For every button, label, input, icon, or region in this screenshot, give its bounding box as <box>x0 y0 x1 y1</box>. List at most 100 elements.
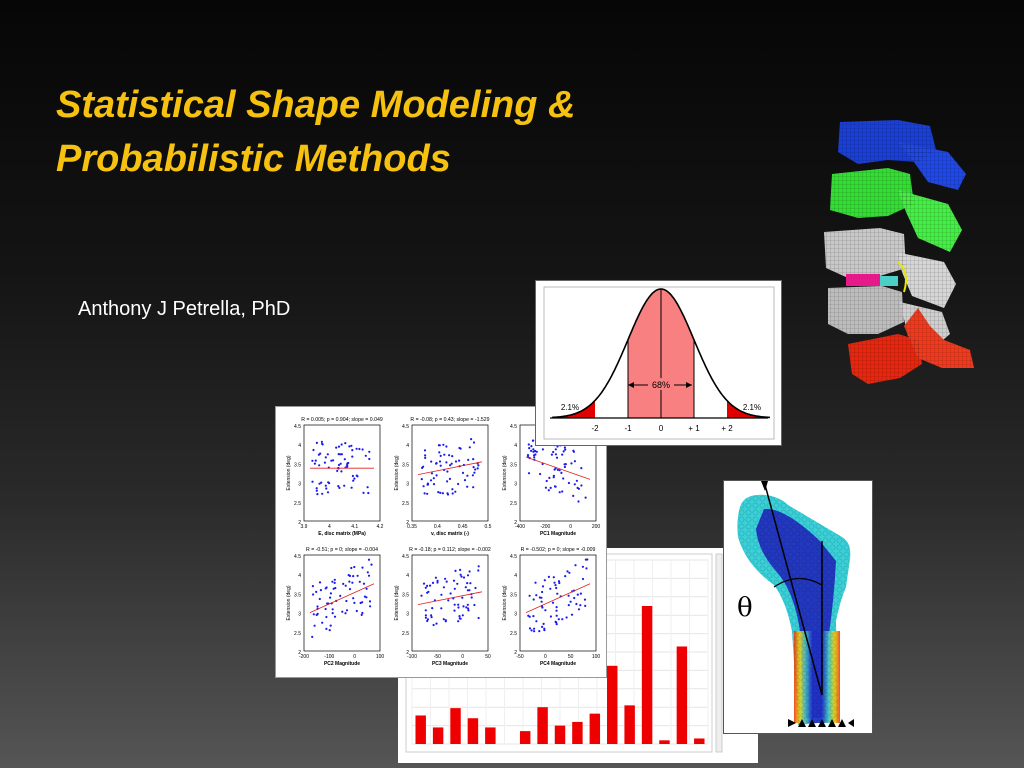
svg-text:2.5: 2.5 <box>402 631 409 637</box>
svg-text:0.5: 0.5 <box>485 524 492 530</box>
bar-7 <box>537 707 548 744</box>
svg-text:0: 0 <box>461 654 464 660</box>
svg-text:3.5: 3.5 <box>402 462 409 468</box>
scatter-stats-label: R = -0.502; p = 0; slope = -0.009 <box>521 547 596 553</box>
scatter-panel-4: R = -0.51; p = 0; slope = -0.004 4.5 4 3.5 3… <box>286 547 384 667</box>
svg-text:4: 4 <box>328 524 331 530</box>
svg-text:4: 4 <box>298 573 301 579</box>
bar-4 <box>485 727 496 744</box>
svg-text:2: 2 <box>298 520 301 526</box>
svg-text:3: 3 <box>298 482 301 488</box>
title-line-1: Statistical Shape Modeling & <box>56 84 576 126</box>
bar-1 <box>432 727 444 744</box>
svg-text:2: 2 <box>406 520 409 526</box>
svg-text:2.5: 2.5 <box>510 631 517 637</box>
bar-11 <box>607 665 618 744</box>
svg-text:2.5: 2.5 <box>294 501 301 507</box>
svg-text:4: 4 <box>514 443 517 449</box>
scatter-ylabel: Extension (deg) <box>394 455 400 490</box>
svg-text:-50: -50 <box>434 654 441 660</box>
svg-text:100: 100 <box>592 654 601 660</box>
svg-text:3.5: 3.5 <box>294 462 301 468</box>
svg-text:0.4: 0.4 <box>434 524 441 530</box>
svg-text:-400: -400 <box>515 524 525 530</box>
scatter-ylabel: Extension (deg) <box>286 455 292 490</box>
svg-text:2.5: 2.5 <box>510 501 517 507</box>
scatter-xlabel: PC2 Magnitude <box>324 661 360 667</box>
svg-text:3: 3 <box>514 482 517 488</box>
scatter-ylabel: Extension (deg) <box>502 585 508 620</box>
svg-text:3.5: 3.5 <box>510 462 517 468</box>
bell-tick-label: + 1 <box>688 424 700 433</box>
svg-text:4.2: 4.2 <box>377 524 384 530</box>
svg-text:0: 0 <box>569 524 572 530</box>
svg-text:-50: -50 <box>516 654 523 660</box>
svg-text:2.5: 2.5 <box>294 631 301 637</box>
svg-text:-200: -200 <box>540 524 550 530</box>
svg-text:4.5: 4.5 <box>402 554 409 560</box>
title-line-2: Probabilistic Methods <box>56 138 451 180</box>
scatter-ylabel: Extension (deg) <box>394 585 400 620</box>
svg-text:4: 4 <box>514 573 517 579</box>
svg-text:4.1: 4.1 <box>351 524 358 530</box>
vertebra-grey <box>824 228 956 308</box>
svg-text:200: 200 <box>592 524 601 530</box>
svg-text:3: 3 <box>514 612 517 618</box>
scatter-matrix-figure: R = 0.005; p = 0.904; slope = 0.049 4.5 4 3… <box>275 406 607 678</box>
svg-text:0.35: 0.35 <box>407 524 417 530</box>
svg-text:3.9: 3.9 <box>301 524 308 530</box>
bar-2 <box>450 708 461 744</box>
svg-text:3: 3 <box>406 612 409 618</box>
svg-text:4.5: 4.5 <box>510 424 517 430</box>
scatter-xlabel: PC1 Magnitude <box>540 531 576 537</box>
femur-model-figure <box>723 480 873 734</box>
scatter-ylabel: Extension (deg) <box>502 455 508 490</box>
scatter-stats-label: R = 0.005; p = 0.904; slope = 0.049 <box>301 417 383 423</box>
bar-9 <box>572 721 583 744</box>
svg-text:2.5: 2.5 <box>402 501 409 507</box>
svg-text:-200: -200 <box>299 654 309 660</box>
scatter-stats-label: R = -0.08; p = 0.43; slope = -1.529 <box>410 417 489 423</box>
svg-text:3.5: 3.5 <box>294 592 301 598</box>
bar-13 <box>641 606 653 744</box>
scatter-stats-label: R = -0.18; p = 0.112; slope = -0.002 <box>409 547 491 553</box>
normal-distribution-figure: 68% 2.1% 2.1% -2 -1 0 + 1 + 2 <box>535 280 782 446</box>
svg-text:4: 4 <box>298 443 301 449</box>
bell-tick-label: -1 <box>624 424 632 433</box>
theta-label: θ <box>737 593 753 623</box>
vertebra-green <box>830 168 962 252</box>
spine-model-figure <box>818 112 978 402</box>
vertebra-red <box>848 308 974 384</box>
svg-text:4: 4 <box>406 573 409 579</box>
bell-center-label: 68% <box>652 380 670 390</box>
spine-model-svg <box>824 120 974 384</box>
scatter-panel-6: R = -0.502; p = 0; slope = -0.009 4.5 4 3.5… <box>502 547 600 667</box>
slide-title: Statistical Shape Modeling & Probabilist… <box>56 78 756 186</box>
svg-text:4: 4 <box>406 443 409 449</box>
bar-16 <box>694 738 705 744</box>
svg-text:2: 2 <box>406 650 409 656</box>
svg-text:3: 3 <box>298 612 301 618</box>
svg-text:50: 50 <box>485 654 491 660</box>
svg-text:4.5: 4.5 <box>294 554 301 560</box>
author-name: Anthony J Petrella, PhD <box>78 298 291 320</box>
svg-text:4.5: 4.5 <box>510 554 517 560</box>
svg-text:4.5: 4.5 <box>294 424 301 430</box>
scatter-stats-label: R = -0.51; p = 0; slope = -0.004 <box>306 547 378 553</box>
bar-3 <box>467 718 479 744</box>
bell-left-tail-label: 2.1% <box>561 403 579 412</box>
scatter-ylabel: Extension (deg) <box>286 585 292 620</box>
femur-model-svg <box>737 481 854 727</box>
svg-text:2: 2 <box>514 650 517 656</box>
bar-12 <box>624 705 635 744</box>
scatter-matrix-svg: R = 0.005; p = 0.904; slope = 0.0494.543… <box>286 417 601 667</box>
bar-8 <box>554 725 566 744</box>
bell-right-tail <box>727 400 770 418</box>
svg-text:-100: -100 <box>407 654 417 660</box>
bar-0 <box>415 715 426 744</box>
bell-left-tail <box>552 400 595 418</box>
svg-text:50: 50 <box>568 654 574 660</box>
